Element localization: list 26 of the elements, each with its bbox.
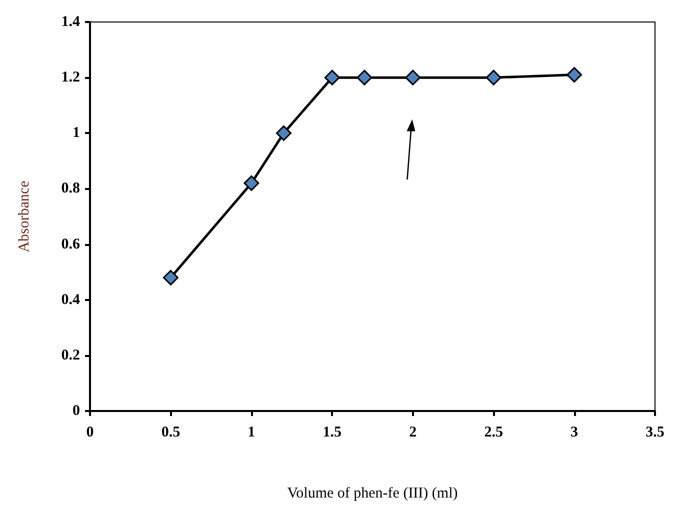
y-tick-label: 0	[72, 403, 80, 419]
y-tick-label: 1.4	[61, 14, 80, 30]
y-tick-label: 0.2	[61, 347, 80, 364]
point	[324, 70, 340, 86]
point	[162, 270, 178, 286]
x-axis-title: Volume of phen-fe (III) (ml)	[287, 486, 458, 502]
point	[405, 70, 421, 86]
x-tick-label: 0	[86, 424, 94, 440]
x-tick-label: 0.5	[161, 424, 180, 440]
y-tick-label: 0.6	[61, 236, 80, 252]
point	[276, 125, 292, 141]
x-tick-label: 2	[409, 424, 417, 440]
x-tick-label: 1	[248, 424, 256, 440]
x-tick-label: 3.5	[646, 424, 664, 440]
y-axis-title: Absorbance	[16, 180, 32, 252]
x-tick-label: 2.5	[484, 424, 503, 440]
point	[356, 70, 372, 86]
y-tick-label: 0.4	[61, 292, 80, 308]
x-tick-label: 3	[570, 424, 578, 440]
x-tick-label: 1.5	[322, 424, 342, 440]
point	[486, 70, 502, 86]
y-tick-label: 0.8	[61, 180, 80, 197]
point	[244, 175, 260, 191]
y-tick-label: 1	[72, 125, 80, 142]
point	[566, 67, 582, 83]
y-tick-label: 1.2	[61, 70, 80, 86]
